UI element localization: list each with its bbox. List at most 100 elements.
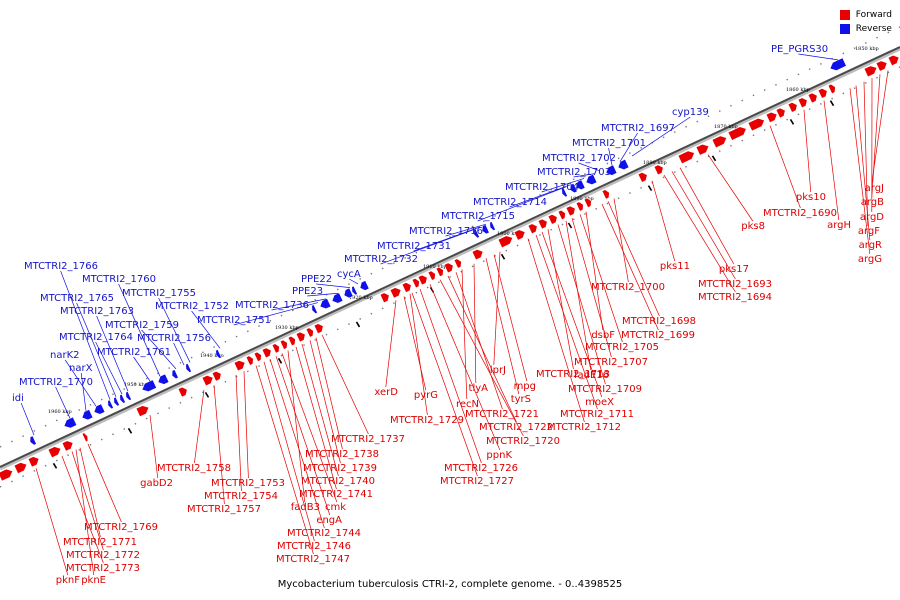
forward-gene-shape [817, 88, 828, 99]
gene-label-reverse: MTCTRI2_1756 [137, 333, 211, 344]
leader-line [321, 334, 369, 435]
forward-gene [711, 135, 728, 149]
forward-gene [875, 60, 888, 72]
gene-label-forward: argR [859, 240, 882, 251]
forward-gene-shape [787, 102, 798, 113]
leader-line [55, 386, 71, 419]
forward-gene [27, 456, 40, 468]
forward-gene [497, 235, 514, 249]
kbp-label: 1870 kbp [714, 124, 738, 130]
reverse-gene-shape [113, 396, 120, 407]
backbone-line [0, 46, 900, 468]
reverse-gene [93, 403, 106, 415]
leader-line [429, 284, 501, 451]
reverse-gene [605, 164, 618, 176]
gene-label-forward: argJ [865, 183, 884, 194]
gene-label-forward: MTCTRI2_1727 [440, 476, 514, 487]
gene-arrows [0, 54, 900, 482]
lower-guide [0, 66, 900, 488]
forward-gene [863, 65, 878, 78]
gene-label-forward: pks11 [660, 261, 690, 272]
gene-label-reverse: MTCTRI2_1731 [377, 241, 451, 252]
gene-label-forward: MTCTRI2_1726 [444, 463, 518, 474]
forward-gene-shape [537, 218, 548, 230]
forward-gene-shape [601, 189, 610, 200]
forward-gene-shape [513, 229, 526, 241]
leader-line [527, 238, 585, 423]
reverse-swatch [839, 24, 850, 34]
gene-label-reverse: MTCTRI2_1715 [441, 211, 515, 222]
kbp-label: 1920 kbp [349, 295, 373, 301]
legend-forward: Forward [839, 8, 892, 22]
forward-gene [787, 102, 798, 113]
reverse-gene-shape [93, 403, 106, 415]
gene-label-forward: pyrG [414, 390, 438, 401]
forward-swatch [839, 10, 850, 20]
gene-label-reverse: cyp139 [672, 107, 709, 118]
tick-mark [277, 357, 283, 364]
leader-line [823, 100, 840, 221]
forward-gene-shape [547, 214, 558, 225]
forward-gene [427, 270, 436, 281]
gene-label-reverse: PPE23 [292, 286, 323, 297]
leader-line [419, 288, 482, 464]
reverse-gene-shape [63, 416, 78, 429]
leader-line [243, 371, 249, 479]
forward-gene-shape [177, 386, 188, 398]
forward-gene [537, 218, 548, 230]
reverse-gene-shape [575, 179, 586, 191]
reverse-gene [215, 349, 222, 359]
gene-label-forward: MTCTRI2_1773 [66, 563, 140, 574]
gene-label-reverse: MTCTRI2_1714 [473, 197, 547, 208]
forward-gene [417, 274, 428, 286]
forward-gene [271, 343, 280, 354]
leader-line [275, 356, 331, 516]
strand-legend: Forward Reverse [839, 8, 892, 36]
reverse-gene-shape [185, 363, 192, 373]
leader-line [473, 263, 477, 384]
reverse-gene-shape [605, 164, 618, 176]
leader-line [287, 350, 306, 503]
leader-line [798, 53, 839, 61]
forward-gene [389, 287, 402, 299]
gene-label-forward: argH [827, 220, 851, 231]
leader-line [349, 278, 359, 285]
reverse-gene-shape [311, 304, 318, 315]
forward-gene [827, 83, 836, 95]
tick-mark [711, 155, 717, 162]
forward-gene [547, 214, 558, 225]
gene-label-forward: MTCTRI2_1693 [698, 279, 772, 290]
forward-gene [435, 266, 444, 278]
gene-label-forward: pks8 [741, 221, 765, 232]
forward-gene [471, 249, 484, 261]
reverse-gene [569, 182, 578, 194]
reverse-gene [351, 285, 358, 296]
forward-gene-shape [637, 172, 648, 183]
forward-gene-shape [261, 347, 272, 359]
gene-label-forward: argD [860, 212, 884, 223]
reverse-gene [113, 396, 120, 407]
gene-label-forward: MTCTRI2_1694 [698, 292, 772, 303]
gene-label-reverse: idi [12, 393, 24, 404]
forward-gene-shape [727, 126, 747, 141]
tick-mark [647, 185, 653, 192]
leader-line [263, 361, 315, 542]
leader-line [411, 292, 478, 477]
forward-gene [313, 323, 324, 334]
leader-line [607, 201, 660, 317]
leader-line [60, 270, 111, 400]
kbp-label: 1940 kbp [200, 353, 224, 359]
forward-gene-shape [81, 432, 89, 443]
reverse-gene [829, 57, 847, 71]
gene-label-forward: pknF [56, 575, 80, 586]
forward-gene-shape [0, 468, 14, 482]
forward-gene-shape [295, 331, 306, 343]
leader-line [271, 298, 327, 311]
forward-gene [211, 370, 222, 382]
forward-gene-shape [211, 370, 222, 382]
gene-label-forward: argF [858, 226, 880, 237]
gene-label-forward: MTCTRI2_1747 [276, 554, 350, 565]
leader-line [651, 180, 676, 262]
leader-line [565, 220, 592, 371]
kbp-label: 1860 kbp [786, 87, 810, 93]
